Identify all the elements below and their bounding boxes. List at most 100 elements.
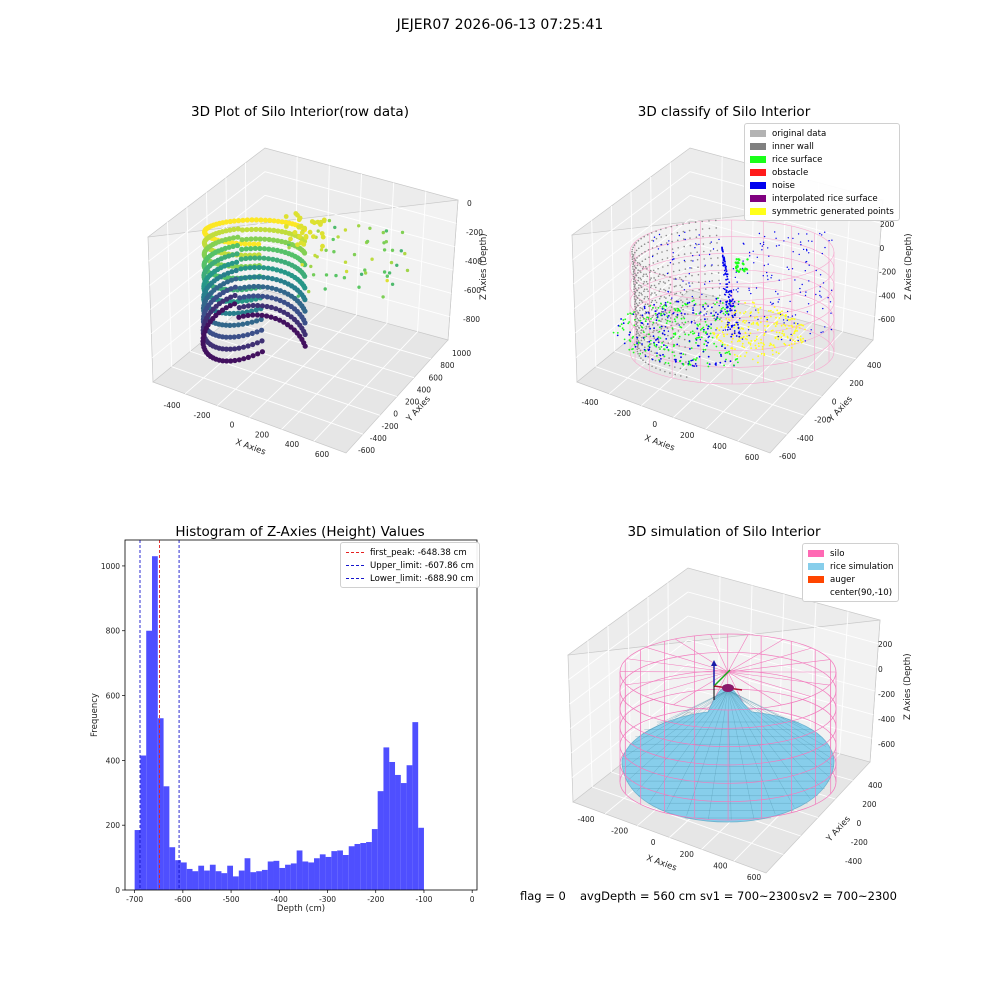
pane-gridline <box>689 265 875 318</box>
classify-point <box>673 312 675 314</box>
classify-point <box>711 336 714 339</box>
classify-point <box>670 233 673 235</box>
histogram-bars <box>134 556 424 890</box>
classify-point <box>775 322 777 324</box>
classify-point <box>703 265 706 268</box>
raw-point <box>315 255 319 259</box>
classify-point <box>651 255 654 258</box>
classify-point <box>646 316 648 319</box>
classify-point <box>636 338 638 341</box>
simulation-wire-spoke <box>727 634 749 673</box>
classify-point <box>728 290 731 293</box>
classify-point <box>639 264 642 266</box>
classify-point <box>647 298 650 300</box>
classify-point <box>708 363 711 365</box>
classify-point <box>627 322 630 325</box>
classify-point <box>733 353 736 356</box>
classify-point <box>753 262 755 264</box>
classify-point <box>709 235 711 237</box>
classify-point <box>777 293 779 295</box>
classify-point <box>697 325 699 327</box>
raw-point <box>257 236 263 242</box>
classify-point <box>734 309 736 312</box>
classify-point <box>643 243 646 245</box>
classify-point <box>730 289 733 292</box>
classify-point <box>716 301 718 304</box>
simulation-wire-spoke <box>727 639 784 673</box>
classify-point <box>723 335 725 338</box>
classify-point <box>670 298 672 301</box>
classify-point <box>633 278 635 281</box>
classify-point <box>806 250 808 252</box>
classify-point <box>699 303 701 306</box>
raw-point <box>252 245 258 251</box>
classify-point <box>691 364 694 367</box>
classify-point <box>706 310 708 313</box>
raw-point <box>242 284 248 290</box>
classify-plot-title: 3D classify of Silo Interior <box>637 104 811 120</box>
classify-point <box>718 318 721 321</box>
classify-point <box>712 315 714 317</box>
classify-point <box>828 240 830 242</box>
classify-point <box>738 330 740 332</box>
classify-point <box>775 316 777 319</box>
classify-point <box>695 313 698 315</box>
z-tick-label: 200 <box>878 640 893 649</box>
classify-point <box>678 352 681 355</box>
classify-point <box>718 339 720 342</box>
classify-point <box>661 251 663 253</box>
classify-point <box>666 315 669 318</box>
classify-point <box>647 290 649 293</box>
classify-point <box>656 355 658 357</box>
y-tick-label: 200 <box>862 800 877 809</box>
classify-point <box>708 253 711 256</box>
classify-point <box>783 240 785 242</box>
classify-point <box>633 318 636 321</box>
classify-point <box>681 304 684 307</box>
classify-point <box>668 294 671 297</box>
classify-point <box>635 281 638 284</box>
raw-point <box>271 218 277 224</box>
classify-point <box>701 293 703 296</box>
classify-point <box>725 270 728 272</box>
classify-point <box>762 342 765 345</box>
classify-point <box>772 344 775 346</box>
classify-point <box>741 338 744 340</box>
classify-point <box>715 329 717 331</box>
raw-point <box>298 240 304 246</box>
classify-point <box>794 322 797 325</box>
classify-point <box>786 336 789 339</box>
classify-point <box>731 324 734 327</box>
raw-point <box>344 269 349 274</box>
raw-point <box>399 249 403 253</box>
classify-point <box>658 233 661 236</box>
raw-point <box>370 257 374 261</box>
classify-point <box>654 310 656 312</box>
classify-point <box>638 247 640 250</box>
classify-point <box>642 316 644 319</box>
classify-point <box>716 249 719 252</box>
classify-point <box>676 343 679 346</box>
raw-point <box>257 245 263 252</box>
raw-point <box>224 287 230 293</box>
classify-point <box>679 360 682 362</box>
classify-point <box>616 332 619 334</box>
histogram-ylabel: Frequency <box>90 693 100 737</box>
classify-point <box>635 328 637 330</box>
classify-point <box>712 302 715 305</box>
classify-point <box>748 251 751 254</box>
classify-point <box>637 340 640 342</box>
raw-point <box>238 256 244 262</box>
classify-point <box>628 321 631 323</box>
histogram-ytick-label: 800 <box>106 627 121 636</box>
raw-point <box>230 243 236 249</box>
classify-point <box>731 299 734 301</box>
simulation-mesh-line <box>727 689 823 789</box>
classify-point <box>775 351 778 354</box>
classify-point <box>737 361 739 364</box>
classify-point <box>726 328 729 331</box>
classify-point <box>685 290 688 293</box>
classify-point <box>682 223 684 225</box>
classify-point <box>662 273 664 276</box>
classify-point <box>780 336 783 339</box>
